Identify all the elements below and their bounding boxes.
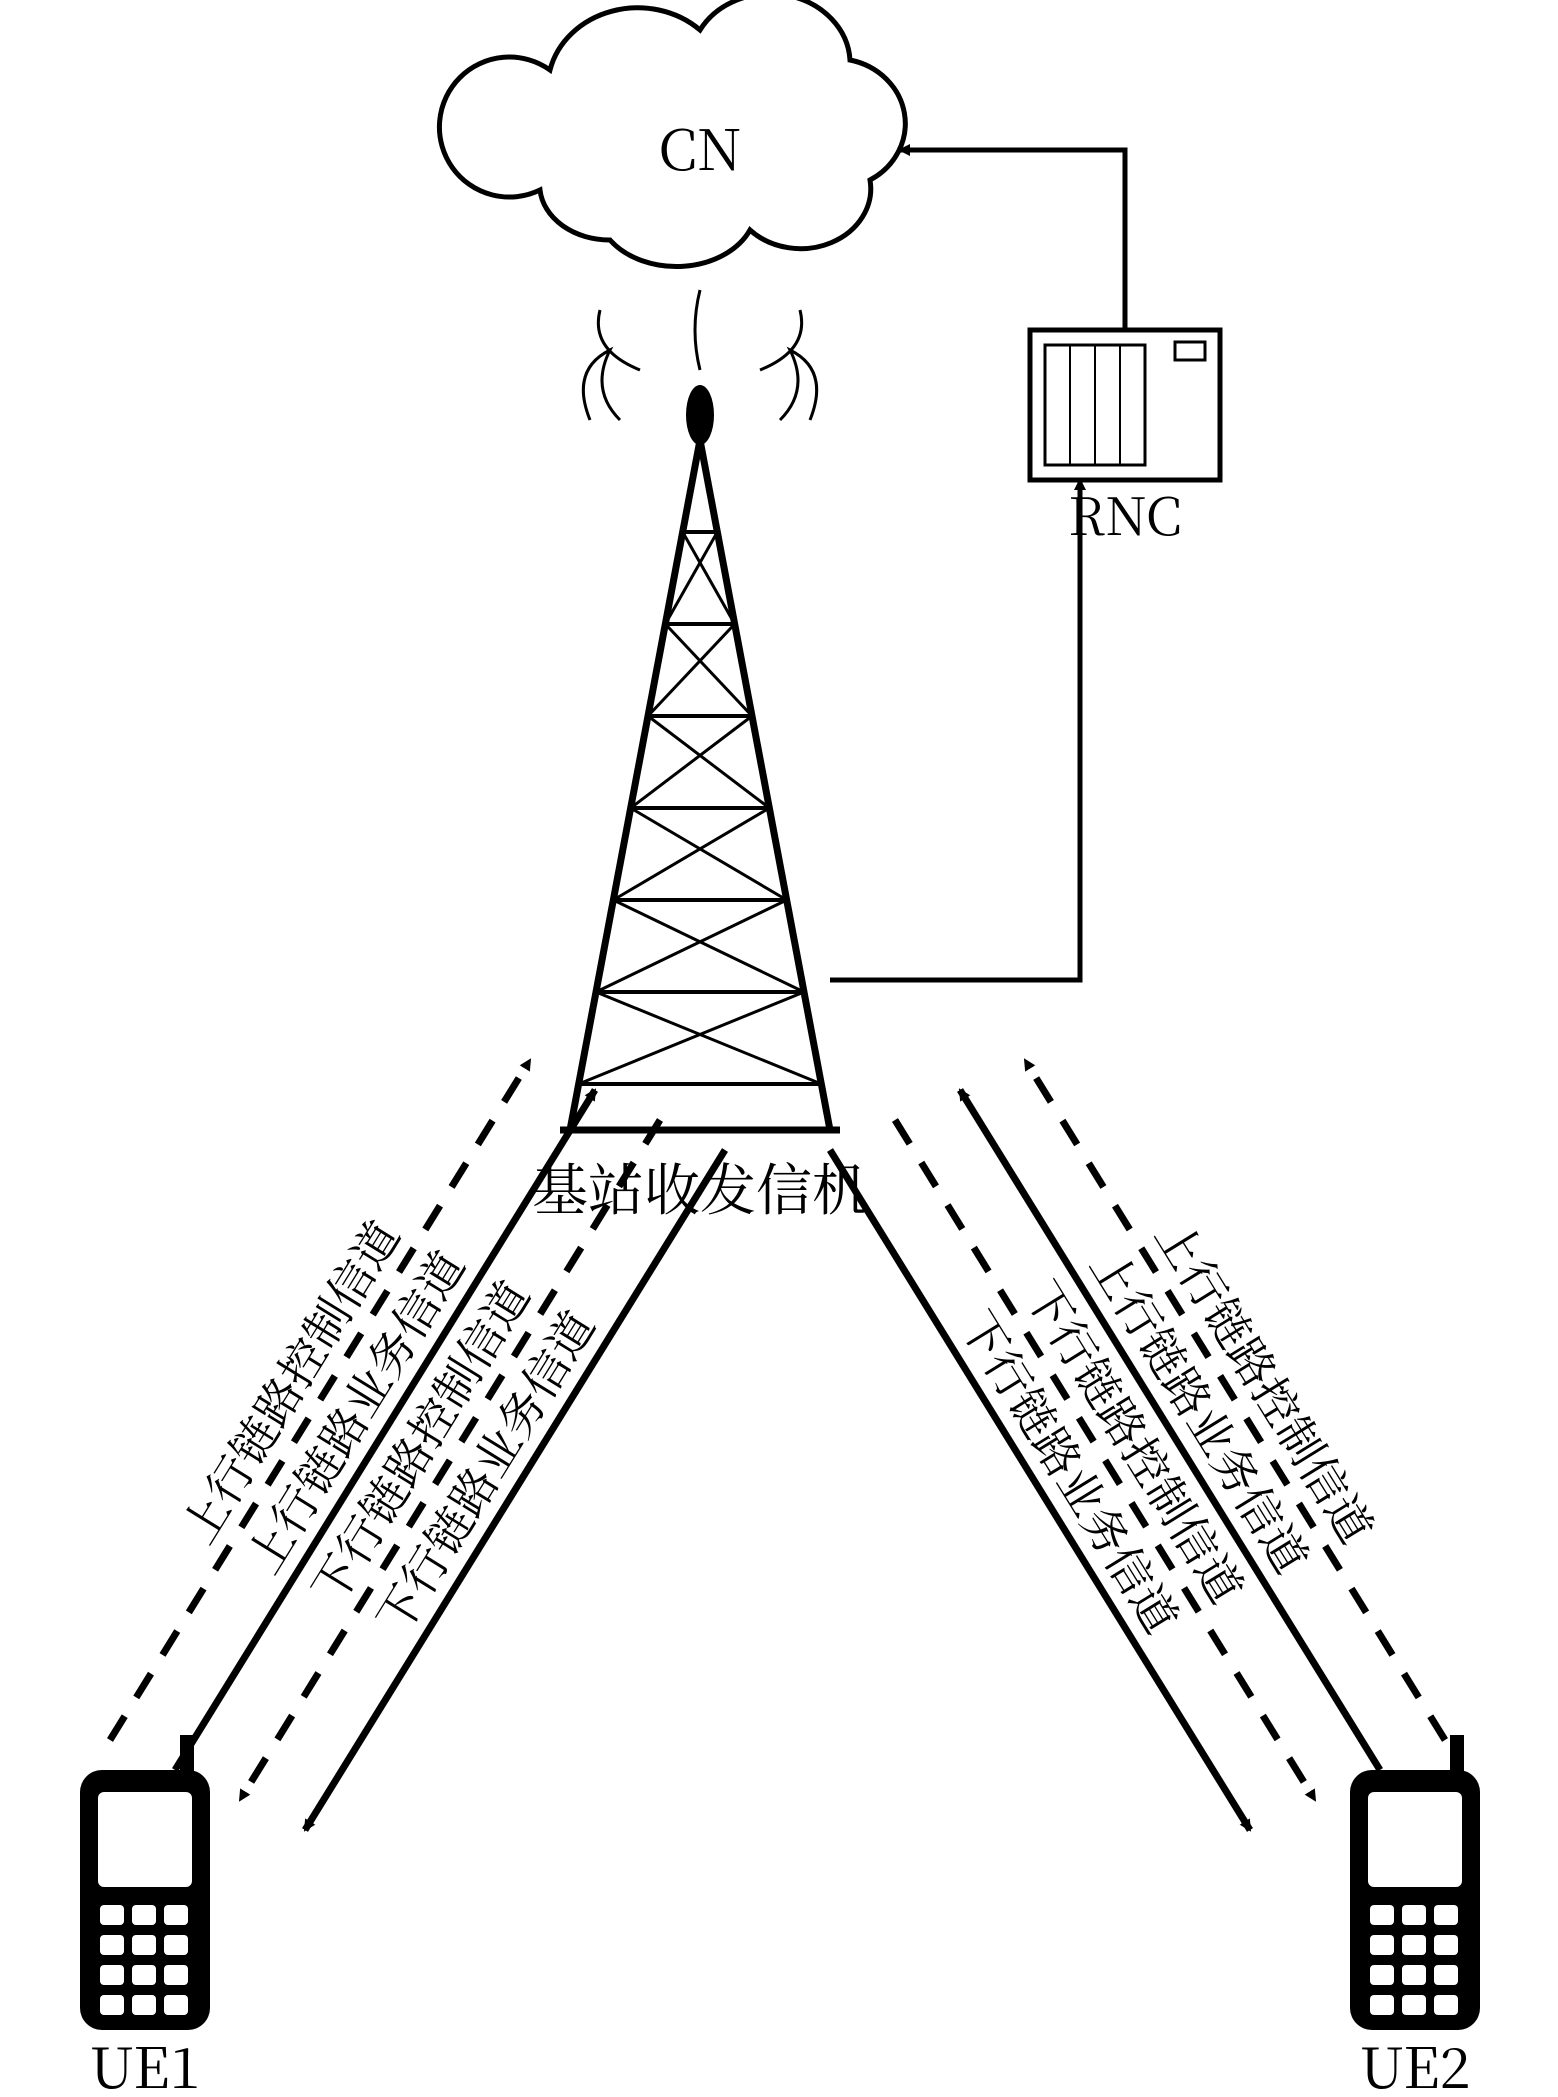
- phone-label-ue1: UE1: [90, 2025, 201, 2097]
- phone-ue1: UE1: [80, 1735, 210, 2097]
- phone-ue2: UE2: [1350, 1735, 1480, 2097]
- rnc-label: RNC: [1068, 475, 1182, 550]
- link-rnc-cn: [900, 150, 1125, 330]
- cn-cloud: CN: [439, 0, 905, 267]
- link-tower-rnc: [830, 480, 1080, 980]
- rnc-box: RNC: [1030, 330, 1220, 550]
- base-station-tower: 基站收发信机: [532, 290, 868, 1227]
- cn-label: CN: [658, 107, 741, 187]
- phone-label-ue2: UE2: [1360, 2025, 1471, 2097]
